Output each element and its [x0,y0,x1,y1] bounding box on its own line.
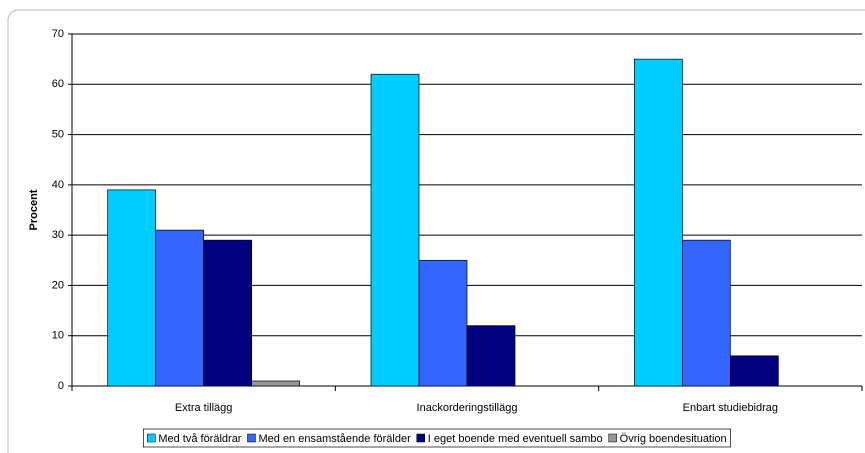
bar [370,73,420,387]
bar [107,189,157,387]
legend-label: Med en ensamstående förälder [258,433,411,445]
bar [155,229,205,387]
bar [681,239,731,387]
bar [418,259,468,387]
legend-swatch [416,433,425,443]
legend-box [142,428,732,448]
bar [633,58,683,387]
bar [466,325,516,387]
legend-label: Med två föräldrar [158,433,241,445]
bar [203,239,253,387]
bar [729,355,779,387]
y-axis-label: Procent [28,189,40,230]
legend-label: I eget boende med eventuell sambo [428,433,603,445]
legend-swatch [147,433,156,443]
y-tick-label: 50 [52,128,64,140]
y-tick-label: 70 [52,28,64,40]
legend-swatch [247,433,256,443]
y-tick-label: 40 [52,179,64,191]
legend-swatch [608,433,617,443]
y-tick-label: 0 [58,380,64,392]
y-tick-label: 60 [52,78,64,90]
bar [251,380,301,387]
x-tick-label: Inackorderingstillägg [417,402,518,414]
legend-label: Övrig boendesituation [620,433,727,445]
y-tick-label: 10 [52,330,64,342]
x-tick-label: Extra tillägg [175,402,232,414]
y-tick-label: 20 [52,279,64,291]
x-tick-label: Enbart studiebidrag [683,402,778,414]
y-tick-label: 30 [52,229,64,241]
